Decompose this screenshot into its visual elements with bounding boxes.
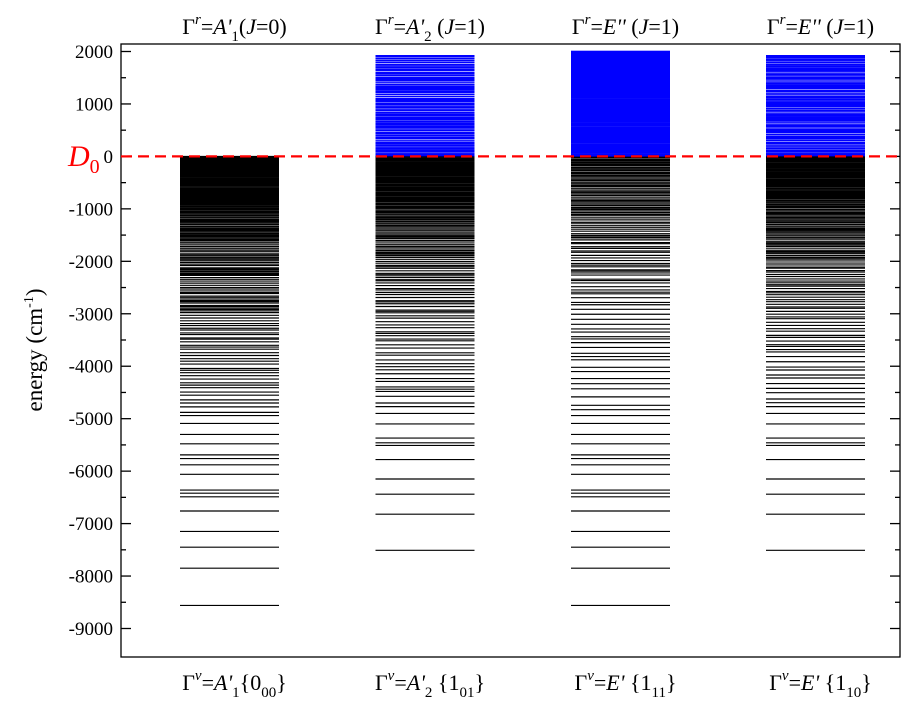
column-bottom-label: Γv=A'1{000} xyxy=(182,668,287,701)
column-bottom-label: Γv=E' {111} xyxy=(574,668,676,701)
column-top-label: Γr=A'1(J=0) xyxy=(182,12,286,45)
y-axis-label-close: ) xyxy=(22,288,47,296)
y-axis-label-text: energy (cm xyxy=(22,308,47,412)
y-tick-label: -5000 xyxy=(69,409,113,430)
y-axis-label: energy (cm-1) xyxy=(22,288,47,411)
column-bottom-label: Γv=E' {110} xyxy=(769,668,872,701)
y-axis-label-exponent: -1 xyxy=(22,296,37,308)
threshold-symbol: D xyxy=(67,140,90,173)
column-top-label: Γr=E'' (J=1) xyxy=(767,12,874,39)
column-top-label: Γr=E'' (J=1) xyxy=(572,12,679,39)
y-tick-label: 2000 xyxy=(75,42,113,63)
threshold-subscript: 0 xyxy=(90,156,100,178)
y-tick-label: -3000 xyxy=(69,304,113,325)
level-column xyxy=(180,155,279,606)
y-tick-label: -2000 xyxy=(69,252,113,273)
plot-frame xyxy=(120,43,901,658)
level-column xyxy=(375,54,475,551)
y-axis-ticks: 2000 1000 0 -1000 -2000 -3000 -4000 -5000 -6000 -… xyxy=(69,42,900,640)
y-tick-label: -9000 xyxy=(69,619,113,640)
y-tick-label: 1000 xyxy=(75,94,113,115)
dissociation-threshold-label: D0 xyxy=(67,140,100,178)
column-bottom-label: Γv=A'2 {101} xyxy=(375,668,485,701)
column-labels: Γr=A'1(J=0) Γv=A'1{000} Γr=A'2 (J=1) Γv=A'2… xyxy=(182,12,874,701)
y-tick-label: -8000 xyxy=(69,567,113,588)
column-top-label: Γr=A'2 (J=1) xyxy=(375,12,485,45)
y-tick-label: -7000 xyxy=(69,514,113,535)
y-tick-label: -1000 xyxy=(69,199,113,220)
level-column xyxy=(766,54,865,551)
y-tick-label: -6000 xyxy=(69,462,113,483)
y-tick-label: 0 xyxy=(104,147,114,168)
energy-levels xyxy=(180,50,865,606)
y-tick-label: -4000 xyxy=(69,357,113,378)
level-column xyxy=(571,50,670,606)
